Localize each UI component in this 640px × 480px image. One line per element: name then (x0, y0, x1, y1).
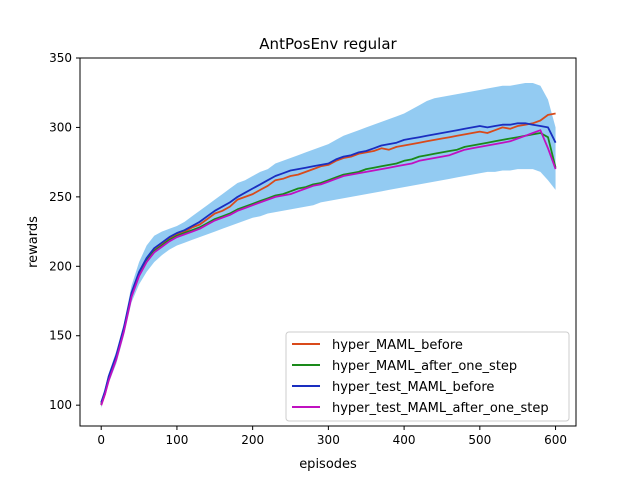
x-axis-ticks: 0 100 200 300 400 500 600 (97, 426, 567, 447)
series-line-hyper-test-MAML-after-one-step (100, 129, 557, 406)
series-layer (100, 112, 557, 406)
variance-band-layer (101, 82, 556, 408)
legend-entry: hyper_MAML_before (332, 338, 463, 353)
x-tick-label: 0 (97, 433, 105, 447)
y-axis-label: rewards (26, 216, 41, 268)
x-tick-label: 100 (165, 433, 188, 447)
variance-band (101, 82, 556, 408)
chart-title: AntPosEnv regular (259, 35, 397, 53)
x-tick-label: 400 (393, 433, 416, 447)
y-tick-label: 250 (49, 190, 72, 204)
series-line-hyper-test-MAML-before (100, 122, 557, 403)
x-axis-label: episodes (299, 457, 357, 472)
y-tick-label: 100 (49, 398, 72, 412)
x-tick-label: 200 (241, 433, 264, 447)
legend-entry: hyper_test_MAML_before (332, 380, 494, 395)
x-tick-label: 500 (468, 433, 491, 447)
legend-entry: hyper_MAML_after_one_step (332, 359, 517, 374)
series-line-hyper-MAML-after-one-step (100, 132, 557, 405)
y-tick-label: 200 (49, 259, 72, 273)
x-tick-label: 300 (317, 433, 340, 447)
y-tick-label: 300 (49, 120, 72, 134)
legend: hyper_MAML_before hyper_MAML_after_one_st… (285, 331, 570, 422)
legend-box (285, 331, 570, 422)
y-axis-ticks: 100 150 200 250 300 350 (49, 51, 80, 412)
y-tick-label: 350 (49, 51, 72, 65)
legend-entry: hyper_test_MAML_after_one_step (332, 401, 549, 416)
series-line-hyper-MAML-before (100, 112, 556, 406)
x-tick-label: 600 (544, 433, 567, 447)
y-tick-label: 150 (49, 329, 72, 343)
